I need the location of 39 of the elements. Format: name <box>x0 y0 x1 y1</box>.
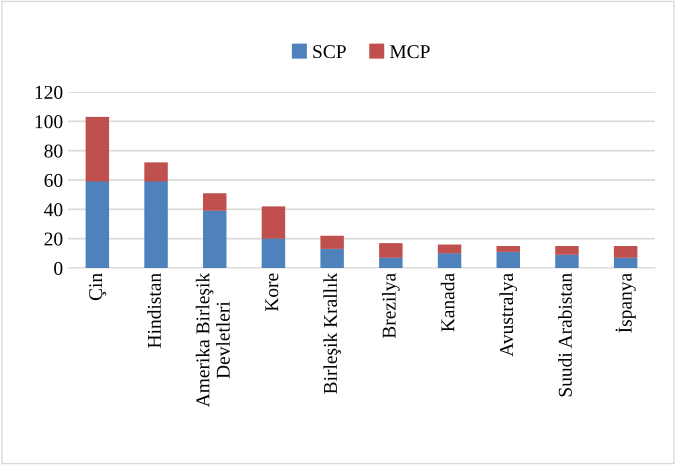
y-tick-label: 40 <box>44 203 62 216</box>
bar <box>86 181 110 268</box>
bar <box>262 238 286 268</box>
y-tick-label: 60 <box>44 174 62 187</box>
x-tick-label: Kore <box>265 274 278 312</box>
bar <box>379 243 403 258</box>
x-tick-label: Brezilya <box>382 273 400 338</box>
x-tick-label: İspanya <box>616 273 636 333</box>
bar <box>320 248 344 268</box>
bar <box>203 193 226 211</box>
bar <box>203 210 226 268</box>
y-tick-label: 20 <box>44 232 62 246</box>
x-tick-label: Çin <box>89 273 106 300</box>
bar <box>438 253 462 268</box>
legend-label: MCP <box>390 45 430 58</box>
bar <box>262 206 286 239</box>
bar <box>555 254 579 268</box>
y-tick-label: 80 <box>44 144 62 158</box>
bar <box>144 181 168 268</box>
x-tick-label: Hindistan <box>147 273 161 348</box>
bar <box>144 162 168 182</box>
bar <box>320 236 344 249</box>
bar <box>555 246 579 255</box>
bar <box>496 246 520 252</box>
x-tick-label: Birleşik Krallık <box>323 272 341 394</box>
y-tick-label: 120 <box>36 86 62 99</box>
y-tick-label: 100 <box>36 115 62 128</box>
y-tick-label: 0 <box>54 262 62 275</box>
bar <box>614 246 638 258</box>
x-tick-label: Kanada <box>440 273 454 332</box>
x-tick-label: Suudi Arabistan <box>558 273 572 396</box>
bar <box>438 244 462 254</box>
bar <box>86 116 110 182</box>
bar <box>496 252 520 268</box>
bar <box>379 258 403 268</box>
x-tick-label: Avustralya <box>499 273 518 357</box>
legend-label: SCP <box>313 45 346 58</box>
bar <box>614 258 638 268</box>
x-tick-label: Amerika Birleşik Devletleri <box>196 272 230 408</box>
